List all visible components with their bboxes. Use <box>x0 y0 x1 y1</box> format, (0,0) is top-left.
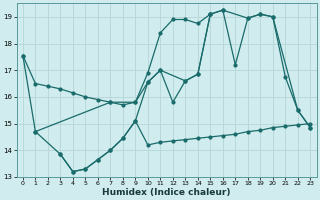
X-axis label: Humidex (Indice chaleur): Humidex (Indice chaleur) <box>102 188 231 197</box>
